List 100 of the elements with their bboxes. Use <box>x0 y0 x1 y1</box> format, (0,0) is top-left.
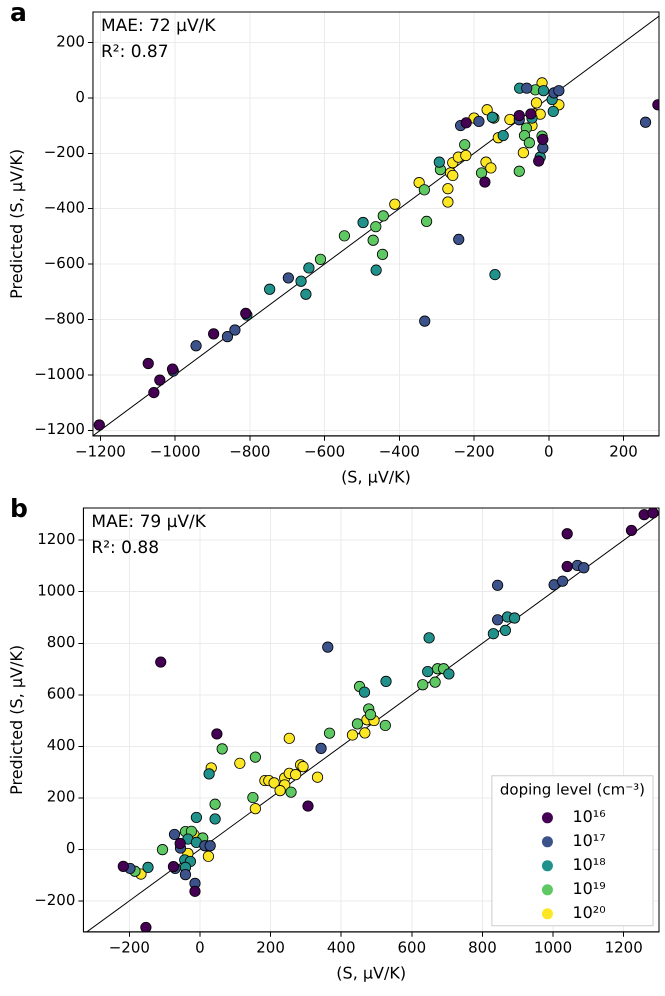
y-tick-label: 200 <box>46 788 76 806</box>
point <box>312 772 324 783</box>
x-tick-label: 0 <box>544 442 554 461</box>
point <box>346 729 358 741</box>
x-tick-label: 400 <box>326 938 356 957</box>
x-tick-label: 1200 <box>604 938 643 957</box>
point <box>155 656 166 668</box>
x-tick-label: −1000 <box>150 442 201 461</box>
y-axis-title: Predicted (S, μV/K) <box>6 644 26 795</box>
point <box>562 560 573 572</box>
point <box>189 886 201 897</box>
point <box>479 176 490 188</box>
point <box>453 234 464 246</box>
point <box>537 134 548 146</box>
y-tick-label: 400 <box>46 736 76 754</box>
point <box>204 840 216 852</box>
point <box>430 676 441 688</box>
point <box>300 288 312 300</box>
point <box>500 624 511 636</box>
point <box>447 170 458 182</box>
point <box>234 758 246 769</box>
x-tick-label: −800 <box>229 442 270 461</box>
y-tick-label: 0 <box>66 839 76 858</box>
point <box>485 162 496 174</box>
point <box>548 106 559 118</box>
point <box>222 331 234 342</box>
y-tick-label: −600 <box>44 254 85 272</box>
point <box>389 198 400 210</box>
point <box>216 743 228 754</box>
point <box>442 183 454 194</box>
x-tick-label: 800 <box>468 938 497 957</box>
x-tick-label: 600 <box>397 938 426 957</box>
point <box>533 155 544 167</box>
point <box>359 727 370 739</box>
point <box>190 340 202 352</box>
point <box>498 130 509 142</box>
x-tick-label: 1000 <box>534 938 572 957</box>
point <box>514 166 525 177</box>
point <box>285 786 297 798</box>
point <box>338 230 350 242</box>
point <box>210 798 221 810</box>
point <box>174 838 186 850</box>
point <box>482 104 493 116</box>
point <box>378 210 389 222</box>
point <box>376 248 388 260</box>
point <box>492 614 504 626</box>
point <box>303 262 315 274</box>
point <box>492 580 504 591</box>
point <box>489 268 501 280</box>
point <box>352 718 364 730</box>
point <box>274 785 286 796</box>
point <box>626 524 638 536</box>
point <box>358 686 370 698</box>
chart-title: a <box>10 0 27 27</box>
point <box>190 836 202 848</box>
y-axis-title: Predicted (S, μV/K) <box>6 148 26 299</box>
point <box>156 844 168 856</box>
point <box>556 576 568 587</box>
point <box>210 813 221 825</box>
point <box>208 328 220 340</box>
x-axis-title: (S, μV/K) <box>341 468 411 487</box>
annotation: MAE: 72 μV/K <box>100 16 216 36</box>
y-tick-label: 600 <box>46 684 76 703</box>
point <box>364 709 376 720</box>
point <box>142 862 154 873</box>
point <box>380 720 391 732</box>
annotation: R²: 0.88 <box>91 538 160 558</box>
legend-label: 10¹⁹ <box>572 878 606 898</box>
point <box>118 860 129 872</box>
point <box>422 666 434 678</box>
point <box>442 196 454 208</box>
point <box>473 116 485 128</box>
point <box>357 216 369 228</box>
point <box>370 264 382 276</box>
point <box>370 221 382 232</box>
point <box>290 769 302 780</box>
point <box>180 869 192 880</box>
x-tick-label: −200 <box>108 938 150 957</box>
point <box>324 728 336 739</box>
point <box>297 761 309 772</box>
point <box>322 642 334 653</box>
y-tick-label: −1000 <box>34 364 85 383</box>
y-tick-label: 1000 <box>37 582 76 600</box>
y-tick-label: −200 <box>34 890 76 909</box>
point <box>518 147 529 158</box>
point <box>142 358 154 370</box>
point <box>524 137 535 148</box>
point <box>211 728 222 740</box>
x-tick-label: 0 <box>195 938 205 957</box>
point <box>247 792 258 804</box>
point <box>250 752 261 763</box>
y-tick-label: 0 <box>75 88 85 106</box>
point <box>418 184 430 196</box>
point <box>525 108 536 120</box>
point <box>548 579 560 590</box>
y-tick-label: −400 <box>44 198 85 217</box>
point <box>647 508 659 518</box>
point <box>421 216 432 228</box>
point <box>417 679 428 690</box>
point <box>419 316 430 327</box>
